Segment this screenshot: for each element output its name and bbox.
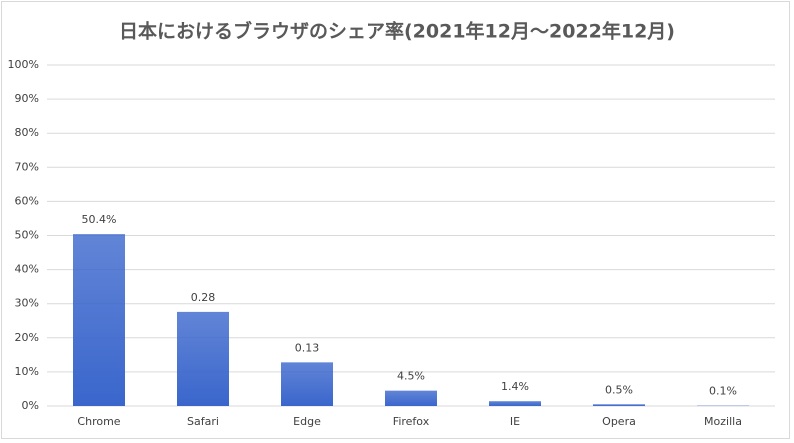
bar: [177, 311, 229, 406]
value-label: 0.13: [295, 341, 320, 354]
x-tick-label: Mozilla: [704, 415, 742, 428]
x-tick-label: IE: [510, 415, 520, 428]
bar: [73, 234, 125, 406]
y-tick-label: 30%: [15, 297, 39, 310]
bar: [489, 401, 541, 406]
value-label: 4.5%: [397, 370, 425, 383]
x-tick-label: Edge: [293, 415, 321, 428]
y-tick-label: 50%: [15, 229, 39, 242]
y-tick-label: 80%: [15, 126, 39, 139]
y-tick-label: 40%: [15, 263, 39, 276]
y-tick-label: 90%: [15, 92, 39, 105]
value-label: 0.5%: [605, 383, 633, 396]
bar: [593, 404, 645, 406]
chart-title: 日本におけるブラウザのシェア率(2021年12月～2022年12月): [119, 20, 675, 43]
value-label: 0.1%: [709, 385, 737, 398]
y-tick-label: 10%: [15, 365, 39, 378]
value-label: 0.28: [191, 291, 216, 304]
x-tick-label: Safari: [187, 415, 219, 428]
bar: [385, 390, 437, 406]
value-label: 50.4%: [82, 213, 117, 226]
x-tick-label: Firefox: [393, 415, 430, 428]
x-tick-label: Chrome: [77, 415, 120, 428]
y-tick-label: 100%: [8, 58, 39, 71]
y-tick-label: 70%: [15, 160, 39, 173]
bar: [281, 362, 333, 406]
value-label: 1.4%: [501, 380, 529, 393]
y-tick-label: 60%: [15, 194, 39, 207]
y-tick-label: 20%: [15, 331, 39, 344]
x-tick-label: Opera: [602, 415, 636, 428]
y-tick-label: 0%: [22, 399, 39, 412]
